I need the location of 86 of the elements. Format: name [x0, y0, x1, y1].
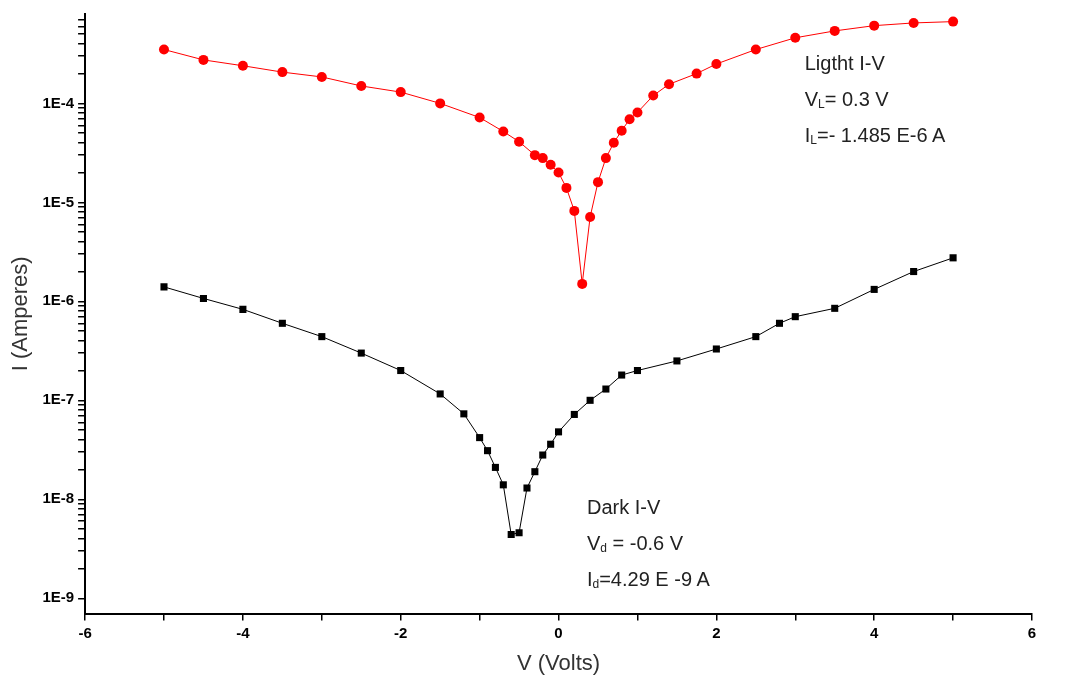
point [752, 333, 760, 341]
point [277, 67, 288, 78]
point [539, 451, 547, 459]
y-axis-title: I (Amperes) [7, 256, 33, 372]
point [436, 390, 444, 398]
point [616, 125, 627, 136]
point [523, 484, 531, 492]
point [239, 305, 247, 313]
point [476, 434, 484, 442]
point [515, 529, 523, 537]
point [691, 68, 702, 79]
point [529, 150, 540, 161]
x-axis-title: V (Volts) [516, 649, 601, 675]
point [160, 283, 168, 291]
point [316, 71, 327, 82]
point [831, 304, 839, 312]
point [593, 177, 603, 188]
point [507, 531, 515, 539]
x-tick-label: 6 [1027, 623, 1037, 641]
point [869, 20, 880, 31]
point [624, 114, 635, 125]
point [750, 44, 761, 55]
point [577, 278, 588, 289]
x-tick-label: -2 [394, 623, 408, 641]
point [199, 294, 207, 302]
point [712, 345, 720, 353]
point [569, 205, 580, 216]
annotation: Ligtht I-V [804, 51, 886, 74]
point [648, 90, 659, 101]
point [949, 254, 957, 262]
point [318, 333, 326, 341]
y-tick-label: 1E-9 [42, 588, 75, 606]
point [498, 126, 509, 137]
x-tick-label: 0 [554, 623, 563, 641]
point [547, 440, 555, 448]
point [561, 182, 572, 193]
point [790, 32, 801, 43]
point [570, 410, 578, 418]
point [711, 59, 722, 69]
point [910, 268, 918, 276]
y-tick-label: 1E-7 [42, 390, 75, 408]
point [602, 385, 610, 393]
point [791, 313, 799, 321]
y-tick-label: 1E-4 [42, 93, 75, 111]
point [395, 87, 406, 98]
x-tick-label: -6 [78, 623, 92, 641]
point [474, 112, 485, 123]
point [870, 285, 878, 293]
y-tick-label: 1E-8 [42, 489, 75, 507]
point [908, 17, 919, 28]
point [460, 410, 468, 418]
point [632, 107, 643, 118]
point [237, 60, 248, 71]
point [600, 153, 611, 164]
point [531, 468, 539, 476]
point [829, 25, 840, 36]
point [633, 366, 641, 375]
point [775, 319, 784, 327]
point [483, 447, 492, 455]
point [357, 349, 365, 357]
point [499, 481, 507, 489]
point [278, 319, 286, 327]
y-tick-label: 1E-6 [42, 291, 75, 309]
point [198, 54, 209, 65]
point [608, 137, 619, 148]
point [555, 428, 563, 436]
point [397, 366, 405, 375]
point [158, 44, 169, 55]
point [514, 136, 525, 147]
point [586, 396, 594, 404]
x-tick-label: 2 [712, 623, 721, 641]
point [585, 212, 596, 223]
point [491, 463, 499, 471]
point [537, 153, 548, 164]
point [673, 357, 681, 365]
point [664, 79, 675, 90]
annotation: Dark I-V [586, 495, 661, 518]
y-tick-label: 1E-5 [42, 192, 75, 210]
x-tick-label: 4 [870, 623, 880, 641]
point [553, 167, 564, 178]
point [948, 16, 959, 27]
point [435, 98, 446, 109]
point [545, 159, 556, 170]
point [356, 80, 367, 91]
x-tick-label: -4 [236, 623, 251, 641]
point [618, 371, 626, 379]
